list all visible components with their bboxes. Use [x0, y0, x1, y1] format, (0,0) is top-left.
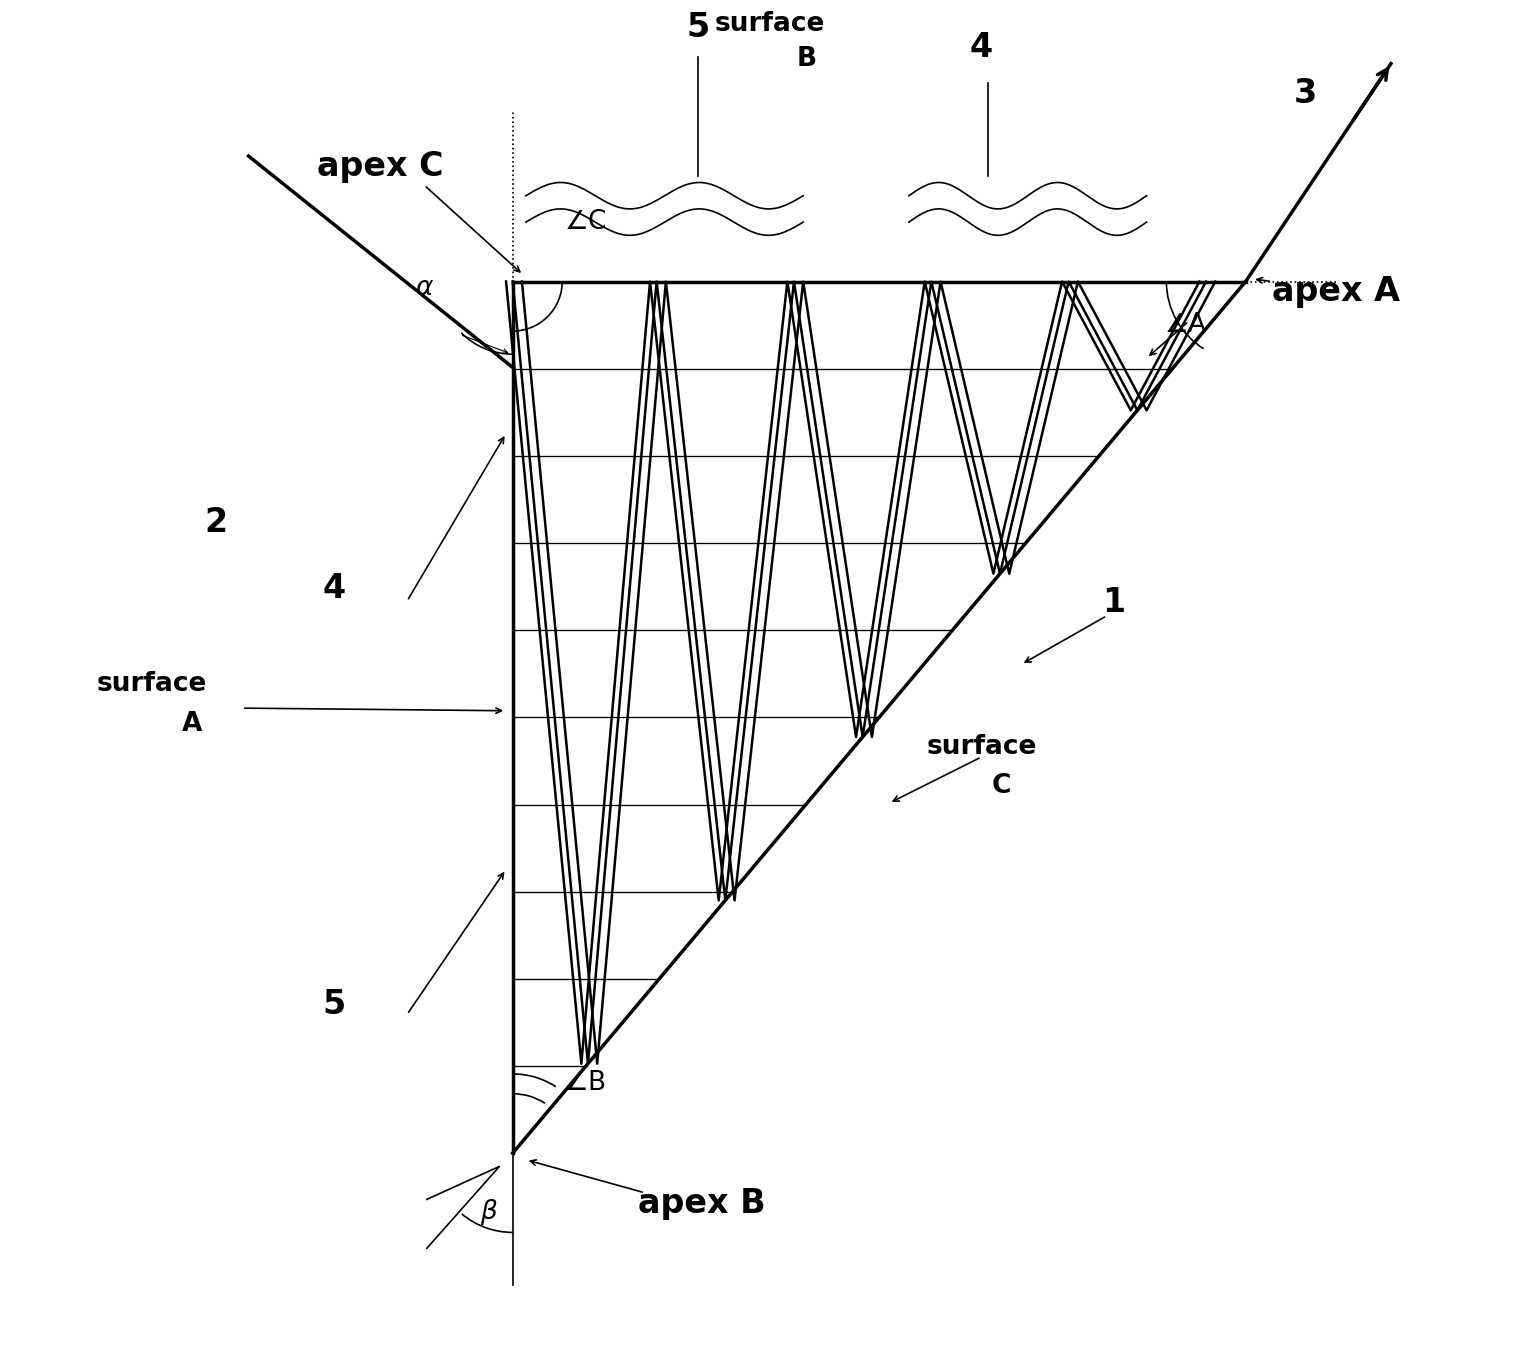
Text: C: C	[992, 772, 1011, 799]
Text: 5: 5	[322, 989, 347, 1021]
Text: $\angle$C: $\angle$C	[565, 208, 607, 235]
Text: surface: surface	[715, 11, 825, 36]
Text: surface: surface	[97, 671, 207, 697]
Text: 4: 4	[322, 573, 347, 605]
Text: 5: 5	[686, 11, 709, 44]
Text: 2: 2	[204, 507, 227, 539]
Text: 1: 1	[1102, 585, 1125, 619]
Text: surface: surface	[927, 734, 1037, 760]
Text: B: B	[798, 46, 818, 73]
Text: apex C: apex C	[318, 149, 444, 183]
Text: $\beta$: $\beta$	[480, 1197, 498, 1227]
Text: apex B: apex B	[637, 1186, 766, 1220]
Text: $\alpha$: $\alpha$	[415, 274, 433, 301]
Text: $\angle$A: $\angle$A	[1164, 312, 1208, 338]
Text: $\angle$B: $\angle$B	[565, 1069, 606, 1096]
Text: A: A	[182, 710, 201, 737]
Text: apex A: apex A	[1272, 276, 1400, 308]
Text: 3: 3	[1293, 77, 1317, 110]
Text: 4: 4	[970, 31, 993, 65]
